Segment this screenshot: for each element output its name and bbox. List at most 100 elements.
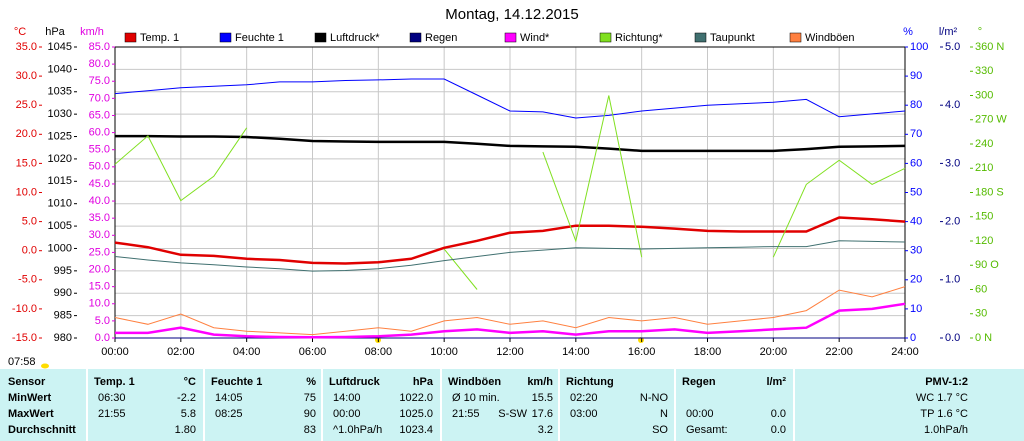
- legend-swatch: [694, 32, 707, 43]
- table-cell: 14:05: [215, 392, 243, 404]
- y-tick-label: 30.0: [89, 229, 110, 241]
- axis-unit: °C: [14, 26, 26, 38]
- table-header: km/h: [527, 376, 553, 388]
- y-tick-label: 0 N: [975, 332, 992, 344]
- y-tick-label: 1030: [48, 108, 72, 120]
- axis-unit: °: [978, 26, 982, 38]
- y-tick-label: 1005: [48, 220, 72, 232]
- y-tick-label: 50: [910, 186, 922, 198]
- table-cell: N-NO: [640, 392, 669, 404]
- table-header: hPa: [413, 376, 434, 388]
- y-tick-label: 1020: [48, 153, 72, 165]
- table-cell: -2.2: [177, 392, 196, 404]
- y-tick-label: 25.0: [16, 99, 37, 111]
- legend-label: Wind*: [520, 32, 550, 44]
- row-label: Durchschnitt: [8, 424, 76, 436]
- y-tick-label: 5.0: [95, 315, 110, 327]
- table-cell: TP 1.6 °C: [920, 408, 968, 420]
- y-tick-label: 120: [975, 235, 993, 247]
- axis-unit: hPa: [45, 26, 65, 38]
- table-header: Feuchte 1: [211, 376, 262, 388]
- legend-label: Luftdruck*: [330, 32, 380, 44]
- y-tick-label: 150: [975, 211, 993, 223]
- table-header: °C: [184, 376, 196, 388]
- axis-unit: l/m²: [939, 26, 958, 38]
- time-marker: 07:58: [8, 356, 36, 368]
- table-cell: 21:55: [452, 408, 480, 420]
- x-tick-label: 16:00: [628, 346, 656, 358]
- series-line: [114, 216, 906, 265]
- table-cell: 1022.0: [399, 392, 433, 404]
- y-tick-label: 65.0: [89, 109, 110, 121]
- table-header: %: [306, 376, 316, 388]
- axis-unit: km/h: [80, 26, 104, 38]
- table-cell: SO: [652, 424, 668, 436]
- y-tick-label: 1045: [48, 41, 72, 53]
- table-header: l/m²: [766, 376, 786, 388]
- legend-label: Temp. 1: [140, 32, 179, 44]
- table-header: Richtung: [566, 376, 614, 388]
- y-tick-label: 30.0: [16, 70, 37, 82]
- y-tick-label: 70.0: [89, 92, 110, 104]
- legend-label: Feuchte 1: [235, 32, 284, 44]
- table-cell: 1.0hPa/h: [924, 424, 968, 436]
- table-cell: 14:00: [333, 392, 361, 404]
- y-tick-label: 55.0: [89, 144, 110, 156]
- table-cell: 00:00: [686, 408, 714, 420]
- y-tick-label: 35.0: [89, 212, 110, 224]
- sun-marker: [41, 363, 49, 369]
- y-tick-label: 1010: [48, 198, 72, 210]
- y-tick-label: 20: [910, 274, 922, 286]
- y-tick-label: 985: [54, 310, 72, 322]
- x-tick-label: 22:00: [825, 346, 853, 358]
- x-tick-label: 08:00: [365, 346, 393, 358]
- y-tick-label: 90: [910, 70, 922, 82]
- y-tick-label: 20.0: [89, 263, 110, 275]
- y-tick-label: 60: [910, 157, 922, 169]
- series-line: [114, 240, 906, 272]
- y-tick-label: 25.0: [89, 246, 110, 258]
- series-line: [115, 134, 906, 153]
- series-line: [115, 302, 906, 339]
- table-cell: 75: [304, 392, 316, 404]
- table-header: Regen: [682, 376, 716, 388]
- y-tick-label: 45.0: [89, 178, 110, 190]
- x-tick-label: 02:00: [167, 346, 195, 358]
- table-cell: 06:30: [98, 392, 126, 404]
- y-tick-label: 240: [975, 138, 993, 150]
- table-cell: 00:00: [333, 408, 361, 420]
- y-tick-label: 360 N: [975, 41, 1004, 53]
- table-header: Temp. 1: [94, 376, 135, 388]
- y-tick-label: 30: [910, 245, 922, 257]
- y-tick-label: 300: [975, 89, 993, 101]
- y-tick-label: 10.0: [89, 298, 110, 310]
- y-tick-label: 1.0: [945, 274, 960, 286]
- y-tick-label: 40.0: [89, 195, 110, 207]
- table-cell: 0.0: [771, 408, 786, 420]
- y-tick-label: -15.0: [12, 332, 37, 344]
- y-tick-label: 2.0: [945, 216, 960, 228]
- table-cell: ^1.0hPa/h: [333, 424, 382, 436]
- y-tick-label: 980: [54, 332, 72, 344]
- y-tick-label: 180 S: [975, 186, 1004, 198]
- y-tick-label: 10.0: [16, 186, 37, 198]
- table-header: Sensor: [8, 376, 46, 388]
- y-tick-label: -10.0: [12, 303, 37, 315]
- table-cell: 5.8: [181, 408, 196, 420]
- y-tick-label: 210: [975, 162, 993, 174]
- x-tick-label: 18:00: [694, 346, 722, 358]
- y-tick-label: 50.0: [89, 161, 110, 173]
- table-cell: 1023.4: [399, 424, 433, 436]
- chart-title: Montag, 14.12.2015: [445, 6, 578, 23]
- table-header: Luftdruck: [329, 376, 381, 388]
- x-tick-label: 24:00: [891, 346, 919, 358]
- y-tick-label: 80: [910, 99, 922, 111]
- y-tick-label: 60: [975, 283, 987, 295]
- table-cell: Ø 10 min.: [452, 392, 500, 404]
- y-tick-label: 40: [910, 216, 922, 228]
- table-header: Windböen: [448, 376, 501, 388]
- y-tick-label: 70: [910, 128, 922, 140]
- legend-label: Regen: [425, 32, 457, 44]
- legend-swatch: [409, 32, 422, 43]
- legend-swatch: [599, 32, 612, 43]
